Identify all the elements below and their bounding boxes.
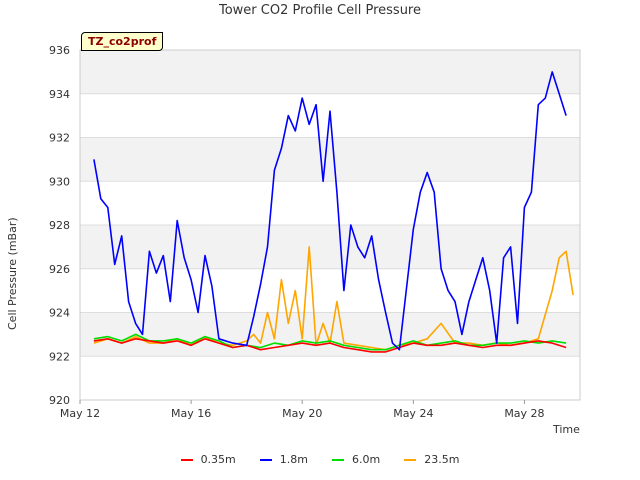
plot-band [80,181,580,225]
plot-frame [79,49,581,401]
y-tick-labels: 920 922 924 926 928 930 932 934 936 [49,44,70,407]
series-line-1-8m [93,71,567,351]
site-badge: TZ_co2prof [81,32,164,51]
legend-swatch [404,458,417,461]
y-tick-label: 930 [49,175,70,188]
y-tick-label: 920 [49,394,70,407]
y-tick-label: 928 [49,219,70,232]
y-axis-label: Cell Pressure (mBar) [6,217,19,330]
x-axis-label: Time [553,423,580,436]
y-tick-label: 922 [49,350,70,363]
legend-label: 0.35m [200,453,236,466]
plot-band [80,312,580,357]
plot-series [93,71,574,353]
chart-legend: 0.35m 1.8m 6.0m 23.5m [0,453,640,466]
y-tick-label: 936 [49,44,70,57]
y-tick-label: 932 [49,132,70,145]
legend-item-6-0m[interactable]: 6.0m [332,453,380,466]
legend-item-23-5m[interactable]: 23.5m [404,453,459,466]
plot-band [80,225,580,269]
plot-band [80,356,580,400]
plot-bands [80,50,580,400]
y-tick-label: 924 [49,307,70,320]
x-tick-label: May 24 [393,407,433,420]
y-tick-label: 934 [49,88,70,101]
series-line-6-0m [93,333,567,351]
x-tick-label: May 16 [171,407,211,420]
legend-item-0-35m[interactable]: 0.35m [180,453,236,466]
x-tick-label: May 12 [60,407,100,420]
plot-band [80,50,580,94]
legend-label: 23.5m [424,453,460,466]
x-tick-label: May 28 [504,407,544,420]
plot-band [80,137,580,182]
legend-label: 6.0m [352,453,381,466]
y-tick-label: 926 [49,263,70,276]
legend-label: 1.8m [279,453,308,466]
legend-swatch [332,458,344,461]
plot-band [80,268,580,313]
x-tick-labels: May 12 May 16 May 20 May 24 May 28 [60,400,545,420]
legend-swatch [259,458,272,461]
legend-item-1-8m[interactable]: 1.8m [259,453,308,466]
legend-swatch [180,458,193,461]
plot-gridlines [79,49,581,401]
series-line-0-35m [93,337,567,353]
chart-title: Tower CO2 Profile Cell Pressure [218,3,421,18]
x-tick-label: May 20 [282,407,322,420]
